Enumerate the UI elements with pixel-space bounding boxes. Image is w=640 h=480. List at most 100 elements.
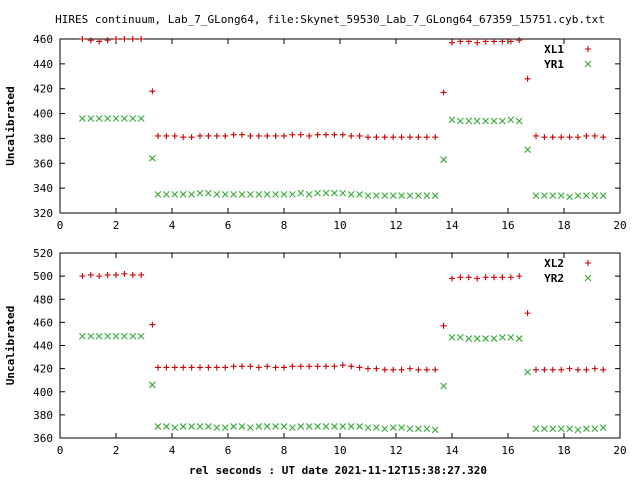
data-point-yr2 (457, 334, 464, 341)
data-point-yr1 (163, 190, 170, 198)
data-point-yr1 (205, 189, 212, 197)
data-point-yr1 (448, 116, 456, 124)
data-point-xl2 (87, 271, 94, 278)
data-point-yr2 (205, 423, 212, 430)
data-point-yr1 (549, 192, 557, 199)
data-point-yr2 (524, 368, 531, 376)
data-point-yr2 (465, 335, 473, 342)
data-point-xl2 (449, 275, 455, 282)
data-point-xl2 (205, 364, 212, 371)
data-point-xl1 (323, 131, 329, 138)
data-point-xl1 (138, 36, 145, 42)
data-point-xl1 (314, 131, 321, 138)
data-point-xl2 (264, 363, 271, 370)
data-point-yr1 (482, 117, 489, 125)
data-point-xl2 (491, 274, 497, 281)
data-point-yr2 (482, 335, 489, 342)
data-point-xl1 (549, 134, 556, 141)
data-point-xl1 (155, 132, 161, 139)
data-point-xl2 (197, 364, 203, 371)
data-point-xl1 (197, 132, 203, 139)
data-point-yr1 (188, 190, 195, 198)
data-point-xl1 (281, 132, 287, 139)
y-tick-label: 360 (33, 157, 53, 170)
data-point-yr2 (339, 423, 347, 430)
legend-label-yr2: YR2 (544, 272, 564, 285)
data-point-xl2 (415, 366, 422, 373)
data-point-yr2 (154, 423, 162, 430)
data-point-xl1 (96, 38, 103, 45)
data-point-xl1 (255, 132, 262, 139)
data-point-yr2 (364, 424, 372, 431)
data-point-xl2 (297, 363, 304, 370)
data-point-yr1 (515, 117, 523, 125)
data-point-yr2 (415, 425, 422, 433)
data-point-xl1 (390, 134, 397, 141)
data-point-xl2 (230, 363, 237, 370)
data-point-xl2 (281, 364, 287, 371)
x-tick-label: 12 (389, 219, 402, 232)
legend-marker-plus (585, 46, 591, 52)
data-point-xl1 (230, 131, 237, 138)
data-point-xl1 (432, 134, 439, 141)
data-point-yr2 (557, 425, 565, 433)
y-tick-label: 320 (33, 207, 53, 220)
data-point-xl1 (163, 132, 170, 139)
y-tick-label: 380 (33, 409, 53, 422)
data-point-yr2 (95, 332, 103, 340)
data-point-xl2 (457, 274, 464, 281)
data-point-yr2 (171, 424, 179, 431)
data-point-xl1 (188, 134, 195, 141)
data-point-yr2 (541, 425, 548, 433)
data-point-xl1 (79, 36, 86, 42)
data-point-xl1 (591, 132, 598, 139)
data-point-yr2 (406, 425, 414, 433)
y-tick-label: 360 (33, 432, 53, 445)
data-point-xl1 (541, 134, 548, 141)
data-point-yr1 (213, 190, 221, 198)
data-point-yr2 (255, 423, 263, 430)
data-point-yr1 (339, 189, 347, 197)
data-point-yr2 (599, 424, 607, 431)
y-tick-label: 380 (33, 132, 53, 145)
data-point-xl2 (524, 310, 531, 317)
data-point-xl1 (348, 132, 355, 139)
data-point-yr1 (423, 192, 431, 199)
data-point-yr2 (398, 424, 405, 431)
data-point-xl1 (87, 37, 94, 44)
data-point-xl2 (407, 365, 413, 372)
data-point-xl1 (113, 36, 119, 42)
data-point-yr2 (583, 425, 590, 433)
x-tick-label: 8 (281, 219, 288, 232)
data-point-yr1 (95, 115, 103, 122)
data-point-xl2 (507, 274, 514, 281)
data-point-xl2 (129, 271, 136, 278)
data-point-xl2 (558, 366, 565, 373)
data-point-yr2 (137, 332, 145, 340)
data-point-yr1 (305, 190, 313, 198)
data-point-yr1 (322, 189, 330, 197)
y-tick-label: 440 (33, 340, 53, 353)
data-point-yr1 (583, 192, 590, 199)
data-point-yr1 (440, 156, 447, 163)
data-point-xl2 (239, 363, 245, 370)
data-point-xl1 (129, 36, 136, 42)
data-point-xl1 (264, 132, 271, 139)
data-point-xl1 (575, 134, 581, 141)
data-point-yr2 (247, 424, 254, 431)
x-tick-label: 6 (225, 219, 232, 232)
data-point-yr1 (591, 192, 599, 199)
data-point-yr2 (431, 426, 439, 434)
data-point-yr2 (112, 332, 120, 340)
data-point-yr1 (473, 117, 481, 125)
x-tick-label: 14 (445, 219, 459, 232)
data-point-xl1 (297, 131, 304, 138)
data-point-xl2 (331, 363, 338, 370)
data-point-yr2 (272, 423, 279, 430)
data-point-xl1 (415, 134, 422, 141)
data-point-yr2 (263, 423, 271, 430)
data-point-yr1 (331, 189, 338, 197)
data-point-yr1 (524, 146, 531, 154)
data-point-yr1 (297, 189, 305, 197)
